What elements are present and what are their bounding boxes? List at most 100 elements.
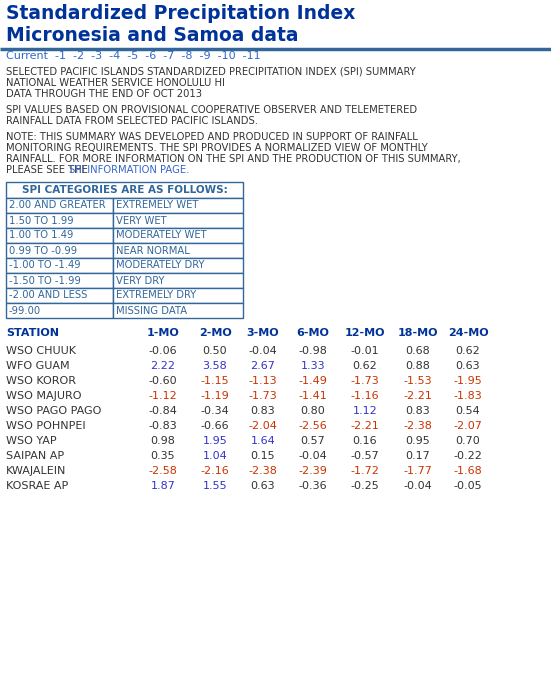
Text: WSO KOROR: WSO KOROR [6, 376, 76, 386]
Text: -1.95: -1.95 [453, 376, 482, 386]
Text: -1.12: -1.12 [149, 391, 177, 401]
Text: 1.87: 1.87 [150, 481, 175, 491]
Text: 0.57: 0.57 [301, 436, 326, 446]
Text: -1.68: -1.68 [453, 466, 482, 476]
Text: -0.98: -0.98 [299, 346, 327, 356]
Text: -2.56: -2.56 [299, 421, 327, 431]
Text: WSO YAP: WSO YAP [6, 436, 57, 446]
Text: 1.50 TO 1.99: 1.50 TO 1.99 [9, 215, 74, 225]
Text: -0.25: -0.25 [350, 481, 380, 491]
Text: -1.53: -1.53 [404, 376, 433, 386]
Text: -0.04: -0.04 [299, 451, 327, 461]
Text: 1.95: 1.95 [203, 436, 228, 446]
Text: 18-MO: 18-MO [398, 328, 438, 338]
Text: 1.55: 1.55 [203, 481, 228, 491]
Text: -1.19: -1.19 [201, 391, 229, 401]
Text: NEAR NORMAL: NEAR NORMAL [116, 246, 190, 256]
Text: Micronesia and Samoa data: Micronesia and Samoa data [6, 26, 299, 45]
Text: MONITORING REQUIREMENTS. THE SPI PROVIDES A NORMALIZED VIEW OF MONTHLY: MONITORING REQUIREMENTS. THE SPI PROVIDE… [6, 143, 428, 153]
Text: 2.22: 2.22 [150, 361, 176, 371]
Text: WSO MAJURO: WSO MAJURO [6, 391, 82, 401]
Text: -1.13: -1.13 [249, 376, 277, 386]
Text: 0.95: 0.95 [406, 436, 430, 446]
Text: -1.16: -1.16 [350, 391, 379, 401]
Text: -0.83: -0.83 [149, 421, 177, 431]
Text: -0.04: -0.04 [404, 481, 433, 491]
Text: 0.88: 0.88 [406, 361, 430, 371]
Text: WFO GUAM: WFO GUAM [6, 361, 69, 371]
Text: 1.12: 1.12 [353, 406, 377, 416]
Text: -0.01: -0.01 [350, 346, 379, 356]
Text: 0.70: 0.70 [456, 436, 480, 446]
Text: 0.63: 0.63 [456, 361, 480, 371]
Bar [113, 228, 243, 243]
Bar [113, 258, 243, 273]
Text: -2.07: -2.07 [453, 421, 483, 431]
Text: -0.84: -0.84 [149, 406, 177, 416]
Text: 3-MO: 3-MO [247, 328, 279, 338]
Text: PLEASE SEE THE: PLEASE SEE THE [6, 165, 91, 175]
Bar [6, 182, 243, 198]
Text: 2.67: 2.67 [251, 361, 276, 371]
Bar [6, 303, 113, 318]
Text: -1.15: -1.15 [201, 376, 229, 386]
Text: 0.62: 0.62 [456, 346, 480, 356]
Text: 0.54: 0.54 [456, 406, 480, 416]
Text: -99.00: -99.00 [9, 306, 41, 316]
Bar [6, 243, 113, 258]
Text: MODERATELY WET: MODERATELY WET [116, 230, 207, 240]
Text: -2.21: -2.21 [403, 391, 433, 401]
Text: 0.83: 0.83 [251, 406, 276, 416]
Text: 2-MO: 2-MO [198, 328, 231, 338]
Text: 1.04: 1.04 [203, 451, 228, 461]
Text: 0.80: 0.80 [301, 406, 326, 416]
Text: NOTE: THIS SUMMARY WAS DEVELOPED AND PRODUCED IN SUPPORT OF RAINFALL: NOTE: THIS SUMMARY WAS DEVELOPED AND PRO… [6, 132, 418, 142]
Text: STATION: STATION [6, 328, 59, 338]
Text: SELECTED PACIFIC ISLANDS STANDARDIZED PRECIPITATION INDEX (SPI) SUMMARY: SELECTED PACIFIC ISLANDS STANDARDIZED PR… [6, 67, 416, 77]
Text: -1.00 TO -1.49: -1.00 TO -1.49 [9, 260, 80, 271]
Text: -1.49: -1.49 [299, 376, 327, 386]
Text: -1.50 TO -1.99: -1.50 TO -1.99 [9, 275, 81, 285]
Text: 1-MO: 1-MO [147, 328, 180, 338]
Text: 3.58: 3.58 [203, 361, 228, 371]
Text: SPI INFORMATION PAGE.: SPI INFORMATION PAGE. [69, 165, 189, 175]
Text: RAINFALL. FOR MORE INFORMATION ON THE SPI AND THE PRODUCTION OF THIS SUMMARY,: RAINFALL. FOR MORE INFORMATION ON THE SP… [6, 154, 461, 164]
Text: -2.38: -2.38 [249, 466, 278, 476]
Text: -1.41: -1.41 [299, 391, 327, 401]
Text: -2.38: -2.38 [403, 421, 433, 431]
Text: -0.36: -0.36 [299, 481, 327, 491]
Text: -0.66: -0.66 [201, 421, 229, 431]
Text: 0.17: 0.17 [406, 451, 430, 461]
Text: 1.33: 1.33 [301, 361, 325, 371]
Text: RAINFALL DATA FROM SELECTED PACIFIC ISLANDS.: RAINFALL DATA FROM SELECTED PACIFIC ISLA… [6, 116, 258, 126]
Text: WSO PAGO PAGO: WSO PAGO PAGO [6, 406, 101, 416]
Text: -2.16: -2.16 [201, 466, 229, 476]
Bar [113, 288, 243, 303]
Text: Standardized Precipitation Index: Standardized Precipitation Index [6, 4, 355, 23]
Bar [113, 303, 243, 318]
Text: -0.34: -0.34 [201, 406, 229, 416]
Text: EXTREMELY DRY: EXTREMELY DRY [116, 291, 196, 301]
Text: -0.57: -0.57 [350, 451, 380, 461]
Text: -1.73: -1.73 [249, 391, 277, 401]
Text: -0.05: -0.05 [453, 481, 482, 491]
Text: 0.98: 0.98 [150, 436, 175, 446]
Text: 0.83: 0.83 [406, 406, 430, 416]
Text: 24-MO: 24-MO [447, 328, 488, 338]
Bar [6, 228, 113, 243]
Bar [6, 288, 113, 303]
Text: -0.06: -0.06 [149, 346, 177, 356]
Text: -1.77: -1.77 [403, 466, 433, 476]
Text: -1.73: -1.73 [350, 376, 380, 386]
Bar [6, 198, 113, 213]
Text: 0.16: 0.16 [353, 436, 377, 446]
Text: WSO CHUUK: WSO CHUUK [6, 346, 76, 356]
Bar [113, 213, 243, 228]
Text: 0.99 TO -0.99: 0.99 TO -0.99 [9, 246, 77, 256]
Text: 0.63: 0.63 [251, 481, 276, 491]
Bar [113, 198, 243, 213]
Text: -1.83: -1.83 [453, 391, 482, 401]
Text: WSO POHNPEI: WSO POHNPEI [6, 421, 85, 431]
Text: -2.39: -2.39 [299, 466, 327, 476]
Text: -1.72: -1.72 [350, 466, 380, 476]
